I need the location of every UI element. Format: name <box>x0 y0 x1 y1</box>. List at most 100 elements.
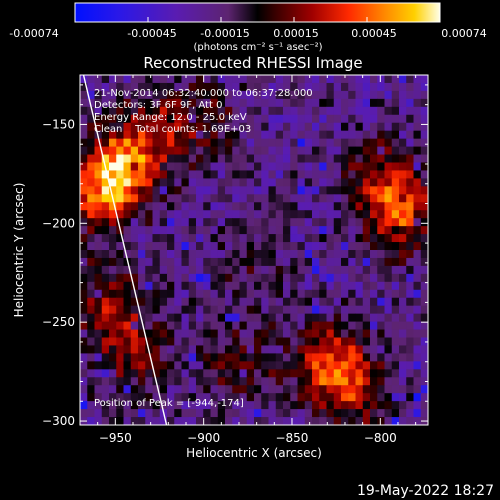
heatmap-cell <box>355 297 364 307</box>
heatmap-cell <box>101 186 110 195</box>
heatmap-cell <box>319 393 327 402</box>
heatmap-cell <box>283 146 291 155</box>
heatmap-cell <box>87 234 95 243</box>
heatmap-cell <box>152 226 161 235</box>
heatmap-cell <box>341 202 349 211</box>
heatmap-cell <box>384 289 393 299</box>
heatmap-cell <box>261 273 269 283</box>
heatmap-cell <box>384 146 393 155</box>
heatmap-cell <box>159 242 168 251</box>
heatmap-cell <box>290 114 298 124</box>
heatmap-cell <box>94 345 103 354</box>
heatmap-cell <box>152 178 161 187</box>
heatmap-cell <box>254 289 262 299</box>
heatmap-cell <box>420 369 428 378</box>
heatmap-cell <box>232 377 240 386</box>
heatmap-cell <box>210 329 219 338</box>
heatmap-cell <box>196 162 204 171</box>
heatmap-cell <box>116 170 124 179</box>
heatmap-cell <box>406 122 414 132</box>
heatmap-cell <box>203 305 211 315</box>
heatmap-cell <box>225 321 233 330</box>
heatmap-cell <box>261 321 269 330</box>
heatmap-cell <box>362 210 371 219</box>
heatmap-cell <box>312 146 320 155</box>
heatmap-cell <box>188 329 197 338</box>
heatmap-cell <box>145 234 153 243</box>
heatmap-cell <box>326 353 335 362</box>
heatmap-cell <box>130 234 139 243</box>
heatmap-cell <box>174 170 182 179</box>
heatmap-cell <box>333 82 342 92</box>
heatmap-cell <box>341 82 349 92</box>
heatmap-cell <box>275 98 284 108</box>
heatmap-cell <box>377 210 385 219</box>
heatmap-cell <box>391 250 400 259</box>
heatmap-cell <box>333 226 342 235</box>
heatmap-cell <box>297 242 306 251</box>
heatmap-cell <box>355 305 364 315</box>
heatmap-cell <box>261 106 269 116</box>
heatmap-cell <box>275 170 284 179</box>
heatmap-cell <box>290 162 298 171</box>
heatmap-cell <box>246 305 255 315</box>
heatmap-cell <box>196 401 204 410</box>
heatmap-cell <box>87 313 95 322</box>
heatmap-cell <box>94 353 103 362</box>
heatmap-cell <box>362 146 371 155</box>
heatmap-cell <box>196 377 204 386</box>
heatmap-cell <box>261 194 269 203</box>
heatmap-cell <box>304 345 313 354</box>
heatmap-cell <box>326 234 335 243</box>
heatmap-cell <box>333 289 342 299</box>
heatmap-cell <box>254 369 262 378</box>
heatmap-cell <box>217 146 226 155</box>
heatmap-cell <box>167 90 175 100</box>
heatmap-cell <box>239 417 248 425</box>
heatmap-cell <box>94 226 103 235</box>
heatmap-cell <box>362 138 371 147</box>
heatmap-cell <box>152 170 161 179</box>
heatmap-cell <box>399 146 407 155</box>
heatmap-cell <box>80 385 88 394</box>
heatmap-cell <box>246 353 255 362</box>
heatmap-cell <box>101 385 110 394</box>
heatmap-cell <box>109 345 117 354</box>
heatmap-cell <box>116 257 124 267</box>
heatmap-cell <box>348 138 356 147</box>
heatmap-cell <box>413 329 422 338</box>
heatmap-cell <box>399 138 407 147</box>
heatmap-cell <box>94 138 103 147</box>
heatmap-cell <box>304 385 313 394</box>
heatmap-cell <box>123 313 132 322</box>
heatmap-cell <box>181 154 190 163</box>
heatmap-cell <box>145 130 153 140</box>
heatmap-cell <box>261 250 269 259</box>
heatmap-cell <box>304 242 313 251</box>
heatmap-cell <box>333 345 342 354</box>
heatmap-cell <box>275 353 284 362</box>
heatmap-cell <box>94 170 103 179</box>
heatmap-cell <box>326 210 335 219</box>
heatmap-cell <box>123 353 132 362</box>
heatmap-cell <box>174 401 182 410</box>
heatmap-cell <box>406 162 414 171</box>
heatmap-cell <box>181 353 190 362</box>
heatmap-cell <box>94 98 103 108</box>
heatmap-cell <box>413 130 422 140</box>
heatmap-cell <box>152 321 161 330</box>
heatmap-cell <box>370 329 378 338</box>
heatmap-cell <box>130 297 139 307</box>
heatmap-cell <box>384 353 393 362</box>
heatmap-cell <box>138 417 146 425</box>
heatmap-cell <box>370 321 378 330</box>
heatmap-cell <box>297 401 306 410</box>
heatmap-cell <box>406 257 414 267</box>
heatmap-cell <box>94 90 103 100</box>
heatmap-cell <box>203 114 211 124</box>
heatmap-cell <box>341 226 349 235</box>
heatmap-cell <box>152 242 161 251</box>
heatmap-cell <box>116 154 124 163</box>
heatmap-cell <box>420 130 428 140</box>
heatmap-cell <box>217 337 226 346</box>
